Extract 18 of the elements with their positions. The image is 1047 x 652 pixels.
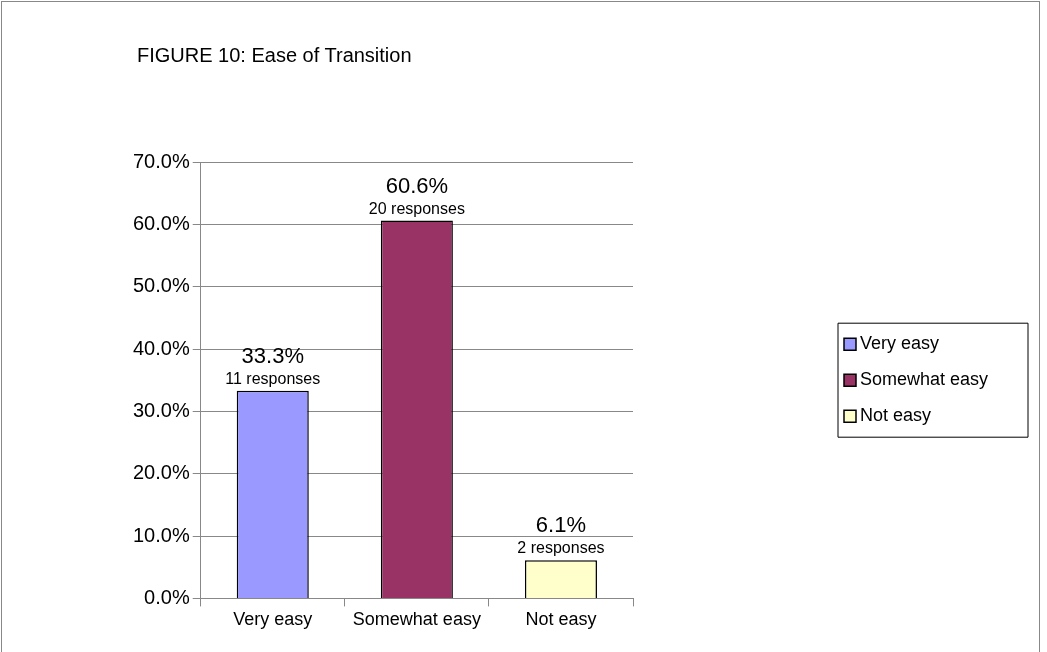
x-tick-label: Not easy (525, 609, 597, 630)
legend-label: Very easy (860, 333, 940, 354)
y-tick-label: 40.0% (132, 336, 190, 359)
y-tick-label: 50.0% (132, 274, 190, 297)
y-tick-label: 30.0% (132, 398, 190, 421)
y-tick-label: 70.0% (132, 149, 190, 172)
y-tick-label: 60.0% (132, 211, 190, 234)
y-tick-label: 0.0% (144, 585, 190, 608)
data-label: 6.1% 2 responses (517, 512, 605, 557)
data-label: 60.6% 20 responses (368, 172, 465, 217)
legend-label: Somewhat easy (860, 369, 989, 390)
y-tick-label: 10.0% (132, 523, 190, 546)
x-tick-label: Somewhat easy (352, 609, 481, 630)
chart-title: FIGURE 10: Ease of Transition (137, 44, 412, 66)
x-tick-label: Very easy (233, 609, 313, 630)
data-label: 33.3% 11 responses (225, 342, 321, 387)
y-tick-label: 20.0% (132, 461, 190, 484)
legend-label: Not easy (860, 405, 932, 426)
